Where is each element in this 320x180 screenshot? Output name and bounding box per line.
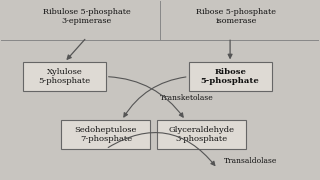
Text: Sedoheptulose
7-phosphate: Sedoheptulose 7-phosphate [75, 126, 137, 143]
FancyBboxPatch shape [189, 62, 271, 91]
Text: Transaldolase: Transaldolase [224, 157, 277, 165]
Text: Transketolase: Transketolase [160, 94, 214, 102]
FancyBboxPatch shape [157, 120, 246, 149]
FancyBboxPatch shape [23, 62, 106, 91]
Text: Ribose
5-phosphate: Ribose 5-phosphate [201, 68, 260, 85]
Text: Xylulose
5-phosphate: Xylulose 5-phosphate [38, 68, 91, 85]
FancyBboxPatch shape [61, 120, 150, 149]
Text: Ribulose 5-phosphate
3-epimerase: Ribulose 5-phosphate 3-epimerase [43, 8, 131, 25]
Text: Ribose 5-phosphate
isomerase: Ribose 5-phosphate isomerase [196, 8, 276, 25]
Text: Glyceraldehyde
3-phosphate: Glyceraldehyde 3-phosphate [168, 126, 235, 143]
